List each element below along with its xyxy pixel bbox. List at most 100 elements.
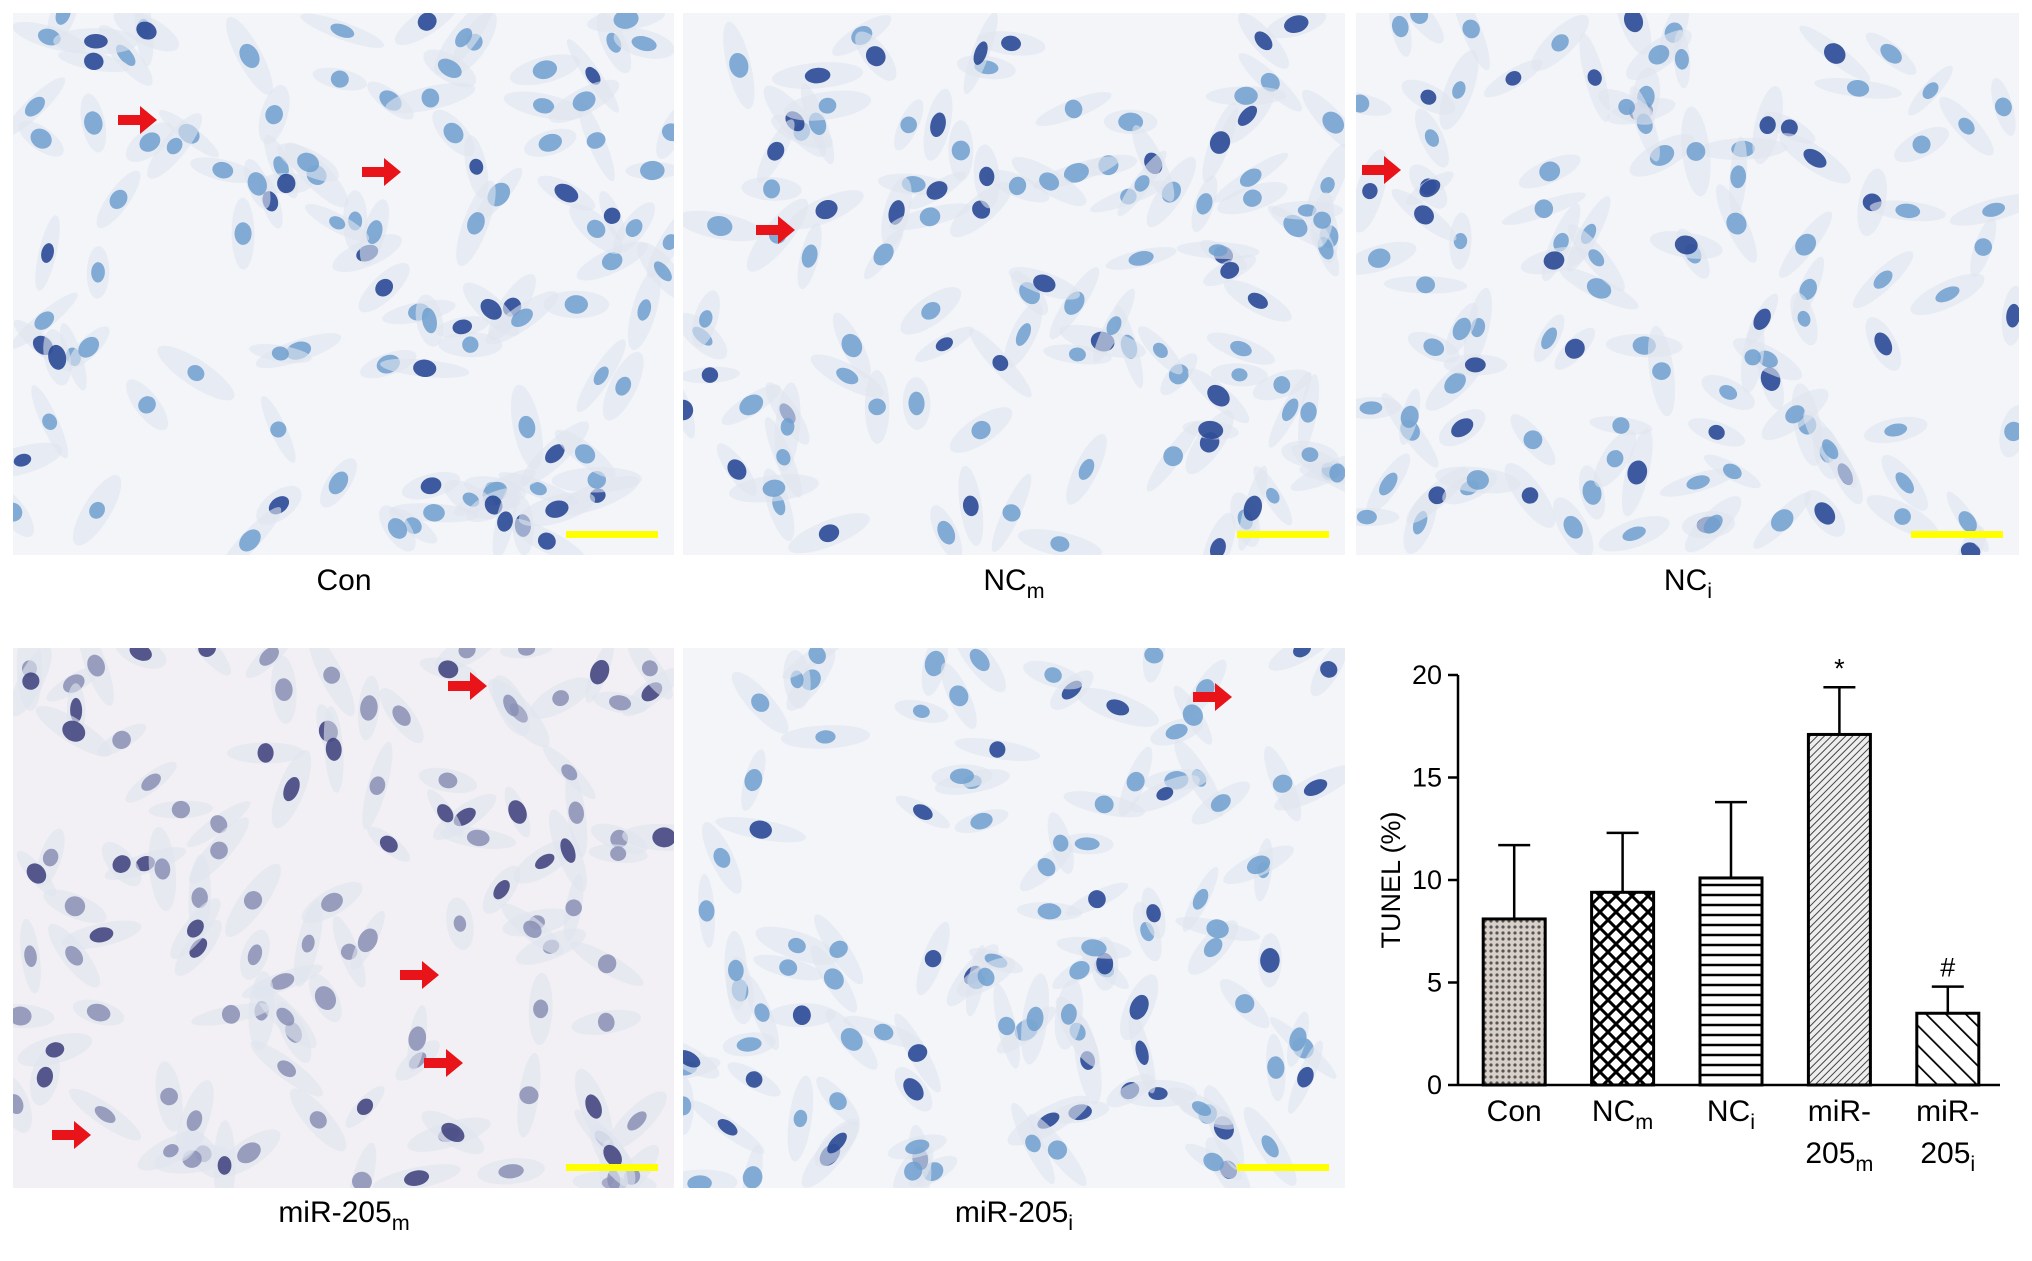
nucleus xyxy=(13,453,32,467)
nucleus xyxy=(212,161,234,179)
nucleus xyxy=(437,58,462,79)
arrow xyxy=(448,672,487,700)
nucleus xyxy=(221,1004,241,1024)
nucleus xyxy=(1273,376,1291,394)
nucleus xyxy=(1534,199,1554,219)
x-tick-label: Con xyxy=(1487,1095,1542,1128)
panel-label-text: miR-205 xyxy=(278,1196,391,1229)
panel-label-sub: i xyxy=(1068,1210,1073,1235)
nucleus xyxy=(1063,163,1089,183)
nucleus xyxy=(1994,97,2012,117)
nucleus xyxy=(462,336,479,353)
nucleus xyxy=(160,1087,178,1106)
nucleus xyxy=(1060,1003,1077,1025)
panel-label-text: Con xyxy=(316,564,371,597)
nucleus xyxy=(1068,347,1086,362)
bar xyxy=(1806,732,1872,1087)
nucleus xyxy=(1088,890,1106,909)
nucleus xyxy=(297,152,320,173)
nucleus xyxy=(1129,994,1149,1020)
nucleus xyxy=(1391,15,1409,38)
nucleus xyxy=(1367,248,1391,268)
nucleus xyxy=(1284,15,1309,34)
x-tick-label-text: 205 xyxy=(1920,1137,1970,1170)
nucleus xyxy=(1231,368,1248,382)
nucleus xyxy=(352,1171,372,1188)
nucleus xyxy=(625,219,643,237)
nucleus xyxy=(829,940,848,958)
nucleus xyxy=(574,444,596,464)
nucleus xyxy=(754,1003,770,1022)
nucleus xyxy=(609,695,632,711)
nucleus xyxy=(601,252,623,271)
nucleus xyxy=(1134,175,1150,192)
nucleus xyxy=(1329,463,1345,483)
nucleus xyxy=(818,524,840,543)
nucleus xyxy=(586,132,606,149)
nucleus xyxy=(1196,193,1213,215)
nucleus xyxy=(503,694,519,717)
nucleus xyxy=(13,1094,24,1115)
x-tick-label-text: NC xyxy=(1707,1095,1750,1128)
nucleus xyxy=(815,199,838,220)
nucleus xyxy=(210,815,228,834)
nucleus xyxy=(560,838,576,863)
nucleus xyxy=(30,128,52,149)
nucleus xyxy=(1464,357,1486,373)
nucleus xyxy=(873,243,894,266)
nucleus xyxy=(751,693,770,712)
nucleus xyxy=(1723,463,1742,480)
micrograph xyxy=(13,13,674,555)
nucleus xyxy=(926,181,948,200)
nucleus xyxy=(1674,235,1698,255)
nucleus xyxy=(1234,86,1258,105)
nucleus xyxy=(1220,261,1240,279)
x-tick-label-text: NC xyxy=(1592,1095,1635,1128)
nucleus xyxy=(565,899,582,917)
nucleus xyxy=(554,183,579,203)
nucleus xyxy=(466,829,490,847)
nucleus xyxy=(792,1005,811,1026)
nucleus xyxy=(951,140,971,161)
nucleus xyxy=(1163,446,1184,467)
nucleus xyxy=(13,502,23,522)
nucleus xyxy=(277,1060,297,1078)
nucleus xyxy=(138,396,156,414)
nucleus xyxy=(545,500,569,518)
nucleus xyxy=(937,520,956,545)
nucleus xyxy=(979,166,995,187)
nucleus xyxy=(935,337,953,352)
nucleus xyxy=(392,705,411,726)
nucleus xyxy=(1726,212,1747,235)
nucleus xyxy=(1453,233,1468,250)
nucleus xyxy=(41,243,54,263)
nucleus xyxy=(1081,939,1107,957)
nucleus xyxy=(112,855,131,873)
nucleus xyxy=(55,13,71,25)
panel-label: NCi xyxy=(1664,564,1712,603)
nucleus xyxy=(1297,1066,1314,1088)
nucleus xyxy=(1301,447,1319,462)
nucleus xyxy=(1582,480,1602,505)
nucleus xyxy=(1523,430,1543,450)
nucleus xyxy=(1974,238,1993,256)
nucleus xyxy=(1452,317,1471,341)
nucleus xyxy=(1297,204,1317,217)
bar xyxy=(1481,917,1547,1087)
nucleus xyxy=(801,244,818,268)
nucleus xyxy=(1623,13,1644,33)
nucleus xyxy=(529,481,547,496)
nucleus xyxy=(1627,460,1648,485)
arrow xyxy=(52,1121,91,1149)
nucleus xyxy=(375,278,394,297)
nucleus xyxy=(1521,487,1539,504)
nucleus xyxy=(1050,536,1070,552)
nucleus xyxy=(1822,439,1839,460)
nucleus xyxy=(1622,526,1646,541)
nucleus xyxy=(1235,994,1255,1014)
nucleus xyxy=(836,367,859,385)
nucleus xyxy=(136,21,157,40)
nucleus xyxy=(1563,515,1583,539)
panel-label-sub: m xyxy=(1027,578,1045,603)
